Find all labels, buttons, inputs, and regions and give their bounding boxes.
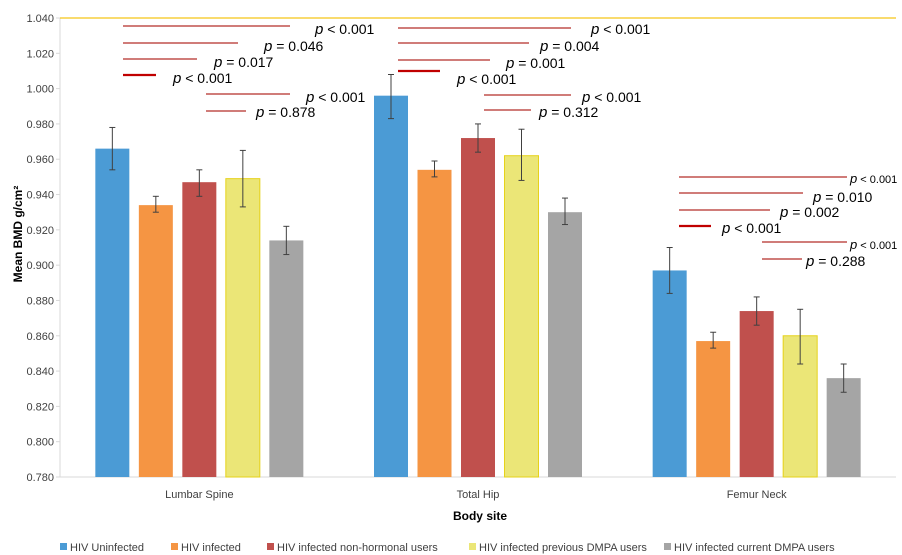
p-value-label: p = 0.002 bbox=[779, 204, 840, 221]
plot-area: 0.780 0.800 0.820 0.840 0.860 0.880 0.900 0.920… bbox=[26, 13, 897, 501]
legend-swatch bbox=[171, 543, 178, 550]
legend-label: HIV infected previous DMPA users bbox=[479, 542, 647, 554]
y-tick-label: 0.820 bbox=[26, 401, 54, 413]
p-value-label: p < 0.001 bbox=[314, 21, 375, 38]
bar bbox=[374, 95, 408, 477]
bar bbox=[269, 240, 304, 477]
x-axis-title: Body site bbox=[453, 509, 507, 523]
y-tick-label: 0.780 bbox=[26, 472, 54, 484]
y-tick-label: 0.900 bbox=[26, 260, 54, 272]
p-value-label: p = 0.017 bbox=[213, 54, 274, 71]
p-value-label: p < 0.001 bbox=[456, 71, 517, 88]
p-value-label: p < 0.001 bbox=[849, 237, 897, 252]
legend-swatch bbox=[469, 543, 476, 550]
y-tick-label: 1.000 bbox=[26, 84, 54, 96]
y-tick-label: 0.940 bbox=[26, 190, 54, 202]
legend-label: HIV infected current DMPA users bbox=[674, 542, 835, 554]
bar bbox=[504, 155, 539, 478]
y-tick-label: 0.840 bbox=[26, 366, 54, 378]
y-tick-label: 0.800 bbox=[26, 437, 54, 449]
y-tick-label: 0.860 bbox=[26, 331, 54, 343]
category-label: Lumbar Spine bbox=[165, 489, 234, 501]
p-value-label: p < 0.001 bbox=[305, 89, 366, 106]
y-tick-label: 1.040 bbox=[26, 13, 54, 25]
legend-swatch bbox=[267, 543, 274, 550]
y-axis-title: Mean BMD g/cm² bbox=[11, 186, 25, 283]
y-tick-label: 0.920 bbox=[26, 225, 54, 237]
p-value-label: p = 0.046 bbox=[263, 38, 324, 55]
y-tick-label: 0.880 bbox=[26, 295, 54, 307]
p-value-label: p = 0.878 bbox=[255, 104, 316, 121]
p-value-label: p = 0.288 bbox=[805, 253, 866, 270]
p-value-label: p = 0.312 bbox=[538, 104, 599, 121]
bar bbox=[138, 205, 173, 477]
legend-label: HIV infected non-hormonal users bbox=[277, 542, 438, 554]
p-value-label: p = 0.010 bbox=[812, 189, 873, 206]
p-value-label: p < 0.001 bbox=[849, 171, 897, 186]
bar bbox=[826, 378, 861, 477]
p-value-label: p = 0.001 bbox=[505, 55, 566, 72]
legend-label: HIV infected bbox=[181, 542, 241, 554]
bar bbox=[739, 311, 774, 477]
p-value-label: p < 0.001 bbox=[581, 89, 642, 106]
legend: HIV Uninfected HIV infected HIV infected n… bbox=[60, 542, 835, 554]
p-value-label: p < 0.001 bbox=[172, 70, 233, 87]
category-label: Total Hip bbox=[457, 489, 500, 501]
bar bbox=[182, 182, 217, 477]
bar bbox=[652, 270, 687, 477]
p-value-label: p = 0.004 bbox=[539, 38, 600, 55]
legend-swatch bbox=[664, 543, 671, 550]
legend-swatch bbox=[60, 543, 67, 550]
y-tick-label: 1.020 bbox=[26, 48, 54, 60]
bar bbox=[461, 138, 495, 478]
bar bbox=[417, 169, 452, 478]
bar bbox=[696, 341, 731, 477]
y-tick-label: 0.980 bbox=[26, 119, 54, 131]
p-value-label: p < 0.001 bbox=[721, 220, 782, 237]
p-value-label: p < 0.001 bbox=[590, 21, 651, 38]
legend-label: HIV Uninfected bbox=[70, 542, 144, 554]
bar bbox=[548, 212, 582, 477]
category-label: Femur Neck bbox=[727, 489, 787, 501]
y-tick-label: 0.960 bbox=[26, 154, 54, 166]
bar bbox=[95, 148, 130, 477]
bar bbox=[225, 178, 261, 478]
